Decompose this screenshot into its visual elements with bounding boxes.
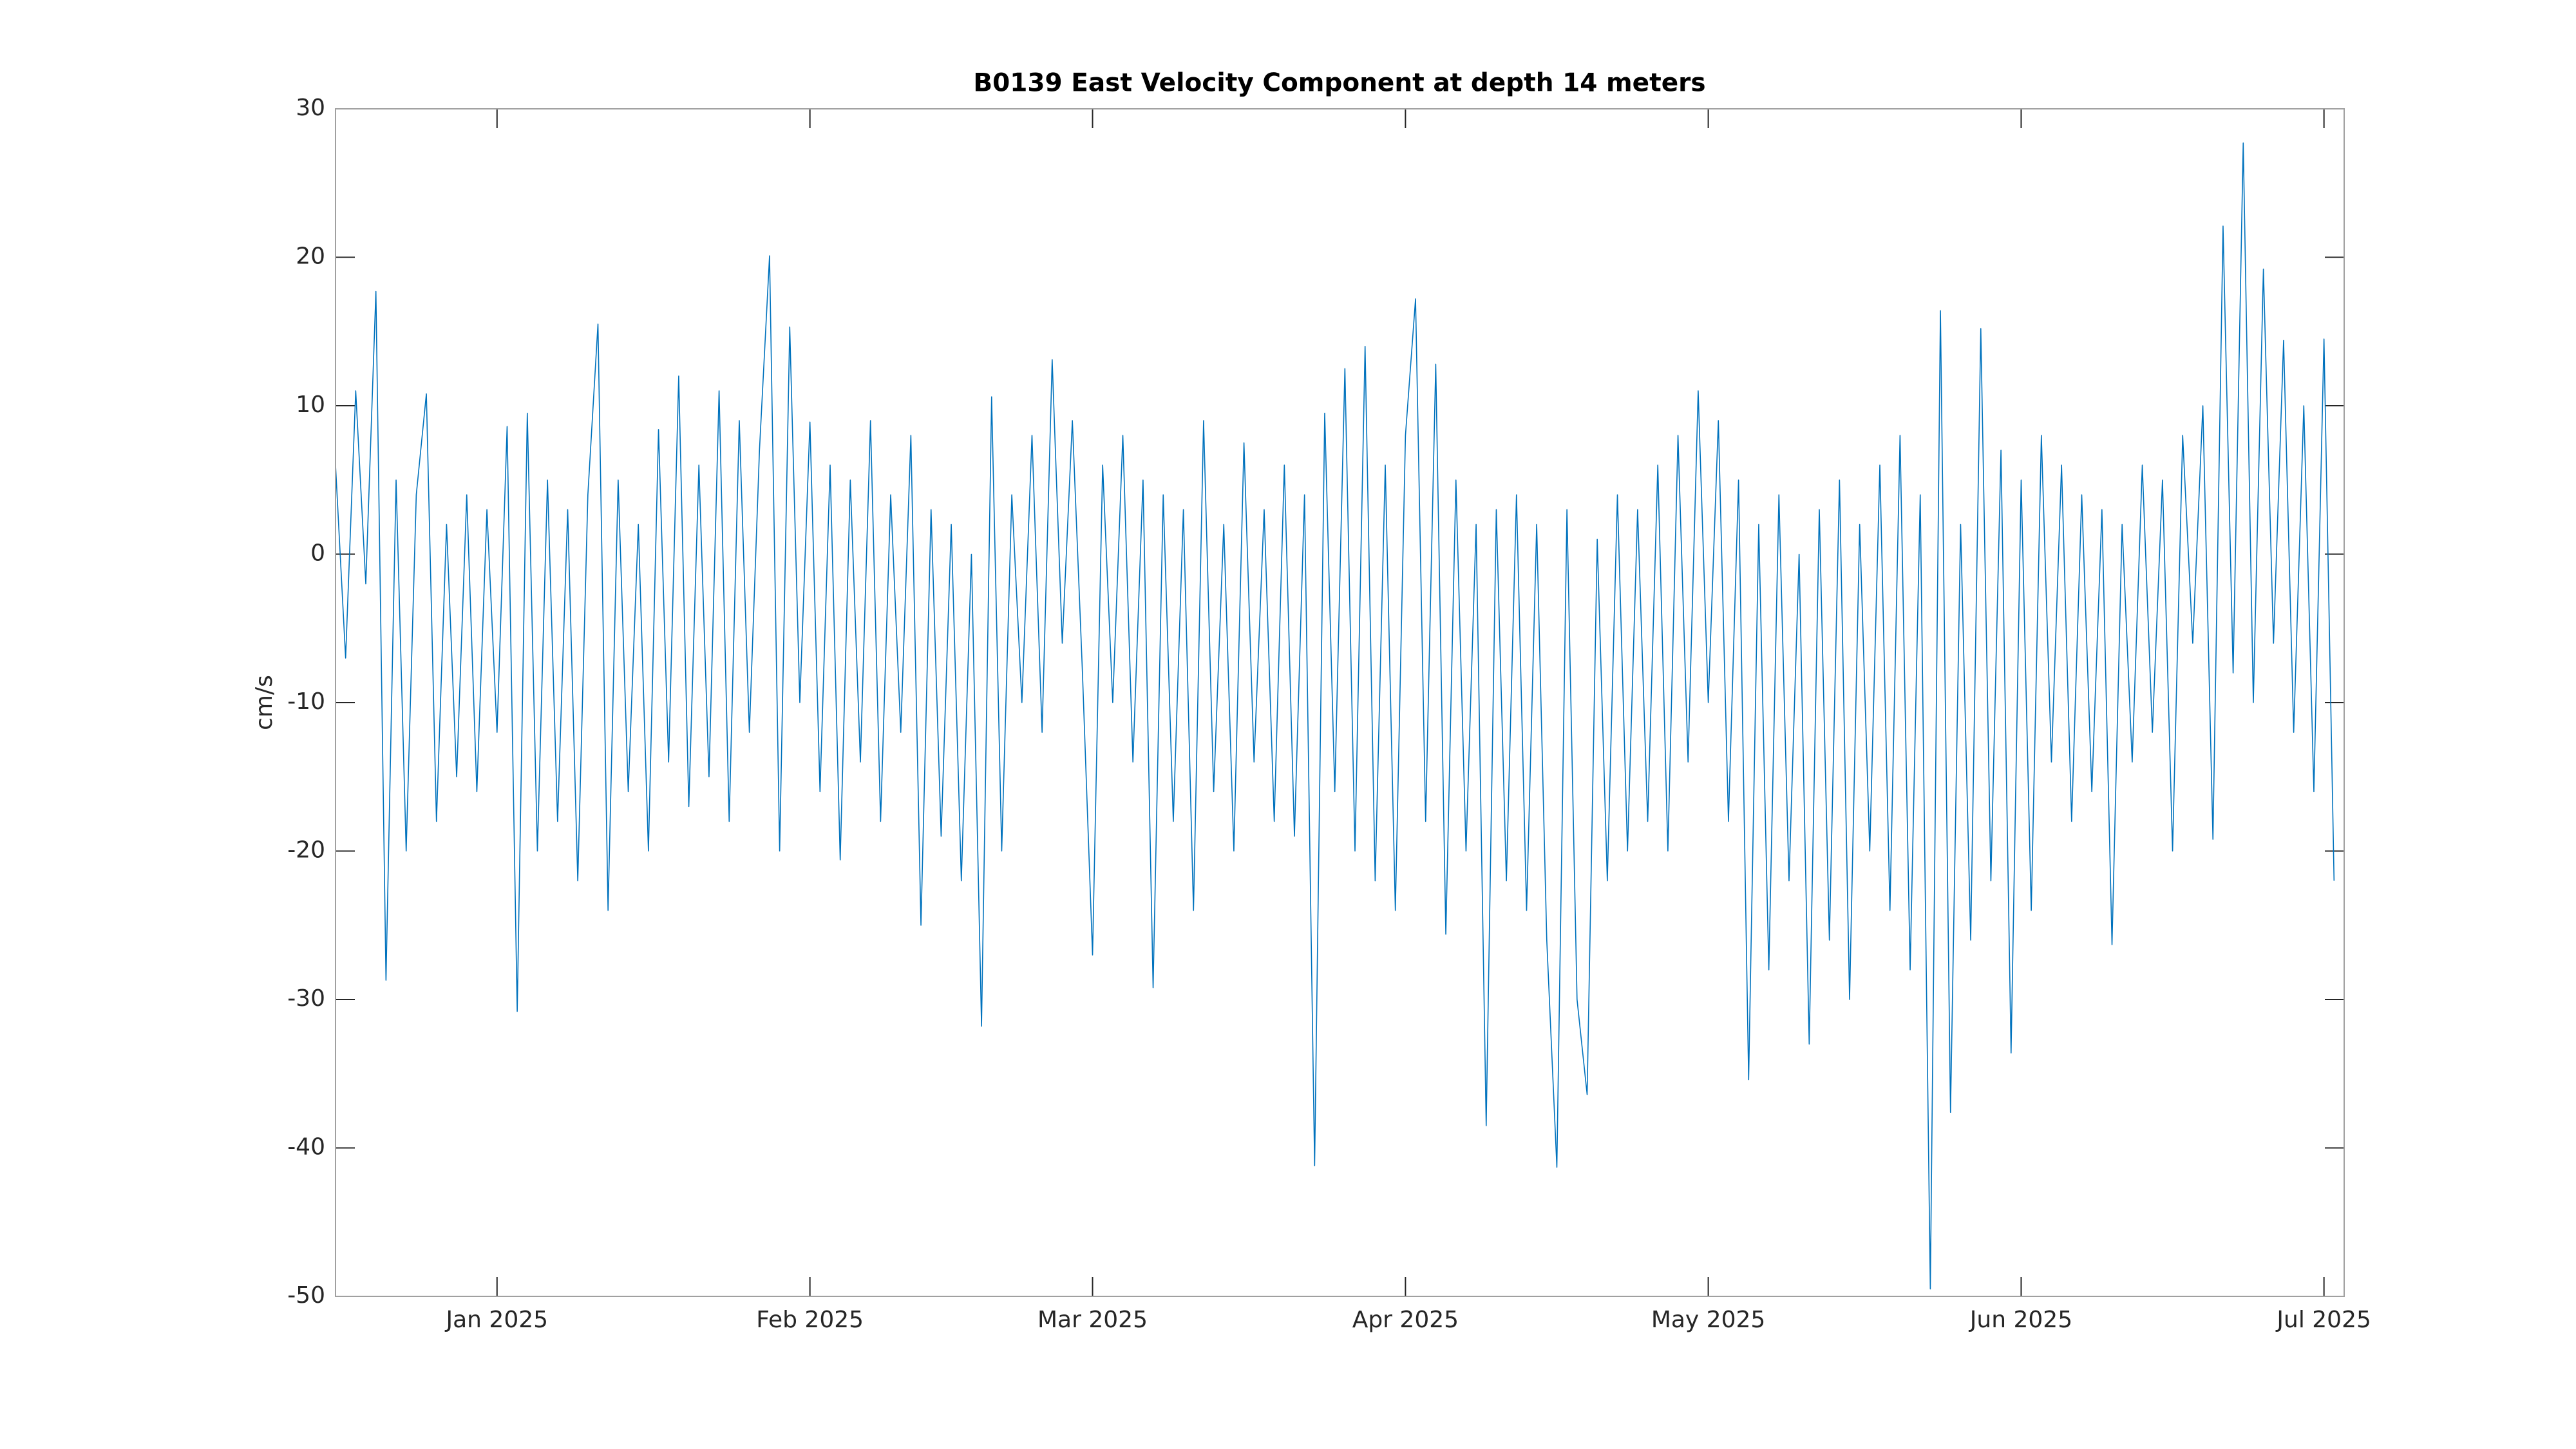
x-tick-label: May 2025 <box>1651 1307 1766 1333</box>
y-axis-label: cm/s <box>251 675 278 730</box>
x-tick-label: Jul 2025 <box>2275 1307 2371 1333</box>
y-tick-label: 20 <box>296 243 325 270</box>
x-tick-label: Jun 2025 <box>1969 1307 2072 1333</box>
y-tick-label: -30 <box>287 985 325 1012</box>
y-tick-label: 30 <box>296 95 325 121</box>
y-tick-label: -40 <box>287 1134 325 1160</box>
data-line <box>335 142 2335 1290</box>
x-tick-label: Feb 2025 <box>756 1307 864 1333</box>
y-tick-label: 0 <box>310 540 325 567</box>
y-tick-label: -50 <box>287 1282 325 1309</box>
y-tick-label: -20 <box>287 837 325 864</box>
y-tick-label: -10 <box>287 688 325 715</box>
y-tick-label: 10 <box>296 392 325 418</box>
x-tick-label: Apr 2025 <box>1352 1307 1459 1333</box>
x-tick-label: Jan 2025 <box>444 1307 548 1333</box>
x-tick-label: Mar 2025 <box>1037 1307 1148 1333</box>
chart-title: B0139 East Velocity Component at depth 1… <box>973 69 1705 98</box>
axes-box <box>335 108 2345 1297</box>
